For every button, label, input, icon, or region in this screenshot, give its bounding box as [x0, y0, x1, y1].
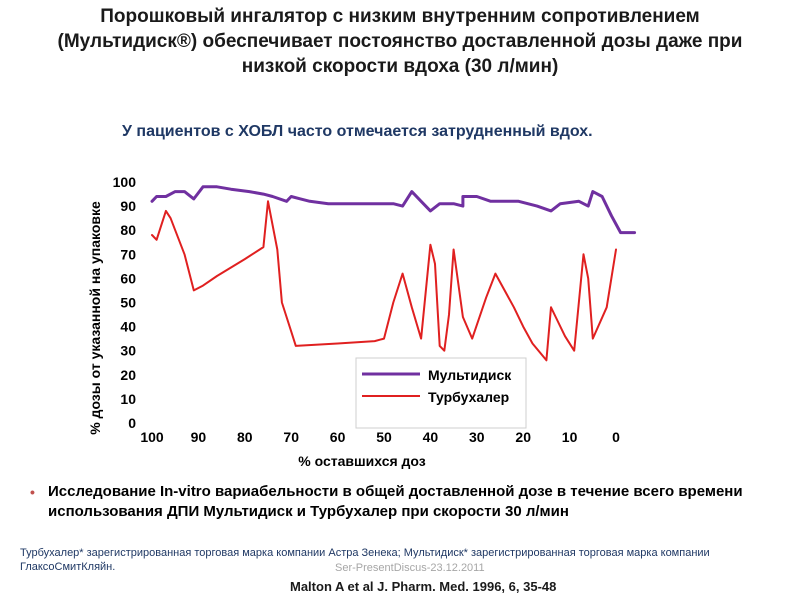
x-axis-label: % оставшихся доз [298, 453, 426, 469]
y-axis-label: % дозы от указанной на упаковке [87, 201, 103, 435]
x-tick-label: 0 [612, 429, 620, 445]
x-tick-label: 60 [330, 429, 346, 445]
chart-series [150, 185, 637, 362]
footnote: Турбухалер* зарегистрированная торговая … [20, 547, 710, 573]
y-tick-label: 40 [120, 319, 136, 335]
x-tick-label: 100 [140, 429, 164, 445]
x-tick-label: 10 [562, 429, 578, 445]
y-tick-label: 100 [113, 174, 137, 190]
y-tick-label: 70 [120, 246, 136, 262]
x-tick-label: 20 [515, 429, 531, 445]
y-tick-label: 80 [120, 222, 136, 238]
y-tick-label: 50 [120, 295, 136, 311]
chart-legend: Мультидиск Турбухалер [355, 357, 527, 429]
legend-label: Турбухалер [428, 389, 509, 405]
x-tick-label: 30 [469, 429, 485, 445]
reference: Malton A et al J. Pharm. Med. 1996, 6, 3… [290, 579, 557, 594]
y-tick-label: 60 [120, 270, 136, 286]
y-tick-label: 10 [120, 391, 136, 407]
x-tick-label: 80 [237, 429, 253, 445]
series-line-1 [150, 185, 637, 235]
x-tick-label: 40 [423, 429, 439, 445]
y-tick-label: 20 [120, 367, 136, 383]
x-tick-labels: 100 90 80 70 60 50 40 30 20 10 0 [140, 429, 620, 445]
x-tick-label: 90 [191, 429, 207, 445]
x-tick-label: 50 [376, 429, 392, 445]
y-tick-label: 30 [120, 343, 136, 359]
legend-label: Мультидиск [428, 367, 512, 383]
slide-title: Порошковый ингалятор с низким внутренним… [57, 6, 743, 77]
y-tick-labels: 0 10 20 30 40 50 60 70 80 90 100 [113, 174, 137, 431]
legend-box [355, 357, 527, 429]
watermark: Ser-PresentDiscus-23.12.2011 [335, 562, 485, 574]
y-tick-label: 0 [128, 415, 136, 431]
y-tick-label: 90 [120, 198, 136, 214]
slide-subtitle: У пациентов с ХОБЛ часто отмечается затр… [122, 123, 593, 140]
x-tick-label: 70 [283, 429, 299, 445]
bullet-icon: • [30, 484, 35, 500]
series-line-2 [151, 200, 617, 362]
bullet-text: Исследование In-vitro вариабельности в о… [48, 483, 743, 520]
